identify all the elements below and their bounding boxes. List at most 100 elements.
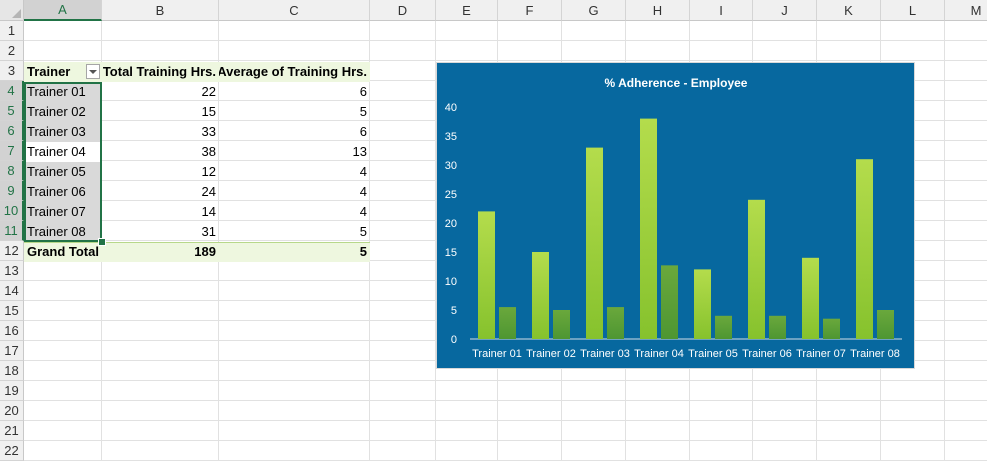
trainer-label[interactable]: Trainer 03: [27, 123, 86, 139]
gridline-vertical: [944, 21, 945, 461]
bar-average-hours[interactable]: [769, 315, 786, 339]
column-header-l[interactable]: L: [881, 0, 945, 21]
column-header-j[interactable]: J: [753, 0, 817, 21]
pivot-value[interactable]: 24: [201, 183, 216, 199]
bar-average-hours[interactable]: [661, 265, 678, 339]
bar-total-hours[interactable]: [748, 199, 765, 339]
x-tick-label: Trainer 08: [850, 348, 900, 360]
pivot-header-3[interactable]: Average of Training Hrs.: [219, 63, 367, 79]
x-tick-label: Trainer 05: [688, 348, 738, 360]
filter-dropdown-icon[interactable]: [86, 64, 100, 79]
pivot-header-band: [24, 62, 370, 82]
pivot-value[interactable]: 14: [201, 203, 216, 219]
trainer-label[interactable]: Trainer 05: [27, 163, 86, 179]
column-header-a[interactable]: A: [24, 0, 102, 21]
row-header-6[interactable]: 6: [0, 121, 24, 141]
x-tick-label: Trainer 03: [580, 348, 630, 360]
grand-total-value[interactable]: 5: [359, 243, 367, 259]
column-header-k[interactable]: K: [817, 0, 881, 21]
bar-total-hours[interactable]: [478, 211, 495, 339]
x-tick-label: Trainer 01: [472, 348, 522, 360]
gridline-vertical: [369, 21, 370, 461]
trainer-label[interactable]: Trainer 04: [27, 143, 86, 159]
row-header-7[interactable]: 7: [0, 141, 24, 161]
bar-total-hours[interactable]: [532, 252, 549, 339]
pivot-value[interactable]: 5: [359, 103, 367, 119]
bar-total-hours[interactable]: [802, 257, 819, 339]
row-header-12[interactable]: 12: [0, 241, 24, 261]
row-header-21[interactable]: 21: [0, 421, 24, 441]
column-header-d[interactable]: D: [370, 0, 436, 21]
bar-total-hours[interactable]: [640, 118, 657, 339]
bar-average-hours[interactable]: [499, 307, 516, 339]
y-tick-label: 10: [445, 276, 457, 288]
row-header-3[interactable]: 3: [0, 61, 24, 81]
x-tick-label: Trainer 04: [634, 348, 684, 360]
column-header-h[interactable]: H: [626, 0, 690, 21]
row-header-9[interactable]: 9: [0, 181, 24, 201]
grand-total-value[interactable]: 189: [194, 243, 216, 259]
trainer-label[interactable]: Trainer 08: [27, 223, 86, 239]
pivot-value[interactable]: 6: [359, 123, 367, 139]
pivot-value[interactable]: 13: [352, 143, 367, 159]
row-header-11[interactable]: 11: [0, 221, 24, 241]
bar-total-hours[interactable]: [694, 269, 711, 339]
pivot-value[interactable]: 15: [201, 103, 216, 119]
select-all-corner[interactable]: [0, 0, 24, 21]
column-header-i[interactable]: I: [690, 0, 753, 21]
row-header-17[interactable]: 17: [0, 341, 24, 361]
column-header-e[interactable]: E: [436, 0, 498, 21]
row-header-19[interactable]: 19: [0, 381, 24, 401]
chart[interactable]: % Adherence - Employee 0 5 10 15 20 25 30 35 40 T…: [436, 62, 915, 369]
pivot-value[interactable]: 4: [359, 183, 367, 199]
row-header-5[interactable]: 5: [0, 101, 24, 121]
trainer-label[interactable]: Trainer 06: [27, 183, 86, 199]
trainer-label[interactable]: Trainer 01: [27, 83, 86, 99]
pivot-value[interactable]: 38: [201, 143, 216, 159]
trainer-label[interactable]: Trainer 07: [27, 203, 86, 219]
pivot-value[interactable]: 5: [359, 223, 367, 239]
grand-total-label[interactable]: Grand Total: [27, 243, 99, 259]
row-header-20[interactable]: 20: [0, 401, 24, 421]
row-header-15[interactable]: 15: [0, 301, 24, 321]
row-header-10[interactable]: 10: [0, 201, 24, 221]
pivot-value[interactable]: 22: [201, 83, 216, 99]
pivot-header-2[interactable]: Total Training Hrs.: [102, 63, 216, 79]
column-header-c[interactable]: C: [219, 0, 370, 21]
bar-average-hours[interactable]: [607, 307, 624, 339]
bar-total-hours[interactable]: [856, 159, 873, 339]
bar-average-hours[interactable]: [877, 310, 894, 339]
row-header-16[interactable]: 16: [0, 321, 24, 341]
row-header-4[interactable]: 4: [0, 81, 24, 101]
row-header-14[interactable]: 14: [0, 281, 24, 301]
trainer-label[interactable]: Trainer 02: [27, 103, 86, 119]
column-header-b[interactable]: B: [102, 0, 219, 21]
row-header-1[interactable]: 1: [0, 21, 24, 41]
bar-average-hours[interactable]: [553, 310, 570, 339]
pivot-header-1[interactable]: Trainer: [27, 63, 71, 79]
bar-total-hours[interactable]: [586, 147, 603, 339]
pivot-value[interactable]: 33: [201, 123, 216, 139]
pivot-value[interactable]: 4: [359, 203, 367, 219]
y-tick-label: 20: [445, 218, 457, 230]
fill-handle[interactable]: [98, 238, 106, 246]
pivot-value[interactable]: 12: [201, 163, 216, 179]
row-header-13[interactable]: 13: [0, 261, 24, 281]
bar-average-hours[interactable]: [823, 318, 840, 339]
row-header-8[interactable]: 8: [0, 161, 24, 181]
column-header-m[interactable]: M: [945, 0, 987, 21]
active-cell[interactable]: [24, 142, 102, 162]
column-header-f[interactable]: F: [498, 0, 562, 21]
gridline-vertical: [435, 21, 436, 461]
gridline-horizontal: [24, 400, 987, 401]
bar-average-hours[interactable]: [715, 315, 732, 339]
pivot-value[interactable]: 6: [359, 83, 367, 99]
column-header-g[interactable]: G: [562, 0, 626, 21]
pivot-total-band: [24, 242, 370, 262]
row-header-2[interactable]: 2: [0, 41, 24, 61]
row-header-22[interactable]: 22: [0, 441, 24, 461]
gridline-horizontal: [24, 40, 987, 41]
pivot-value[interactable]: 4: [359, 163, 367, 179]
pivot-value[interactable]: 31: [201, 223, 216, 239]
row-header-18[interactable]: 18: [0, 361, 24, 381]
